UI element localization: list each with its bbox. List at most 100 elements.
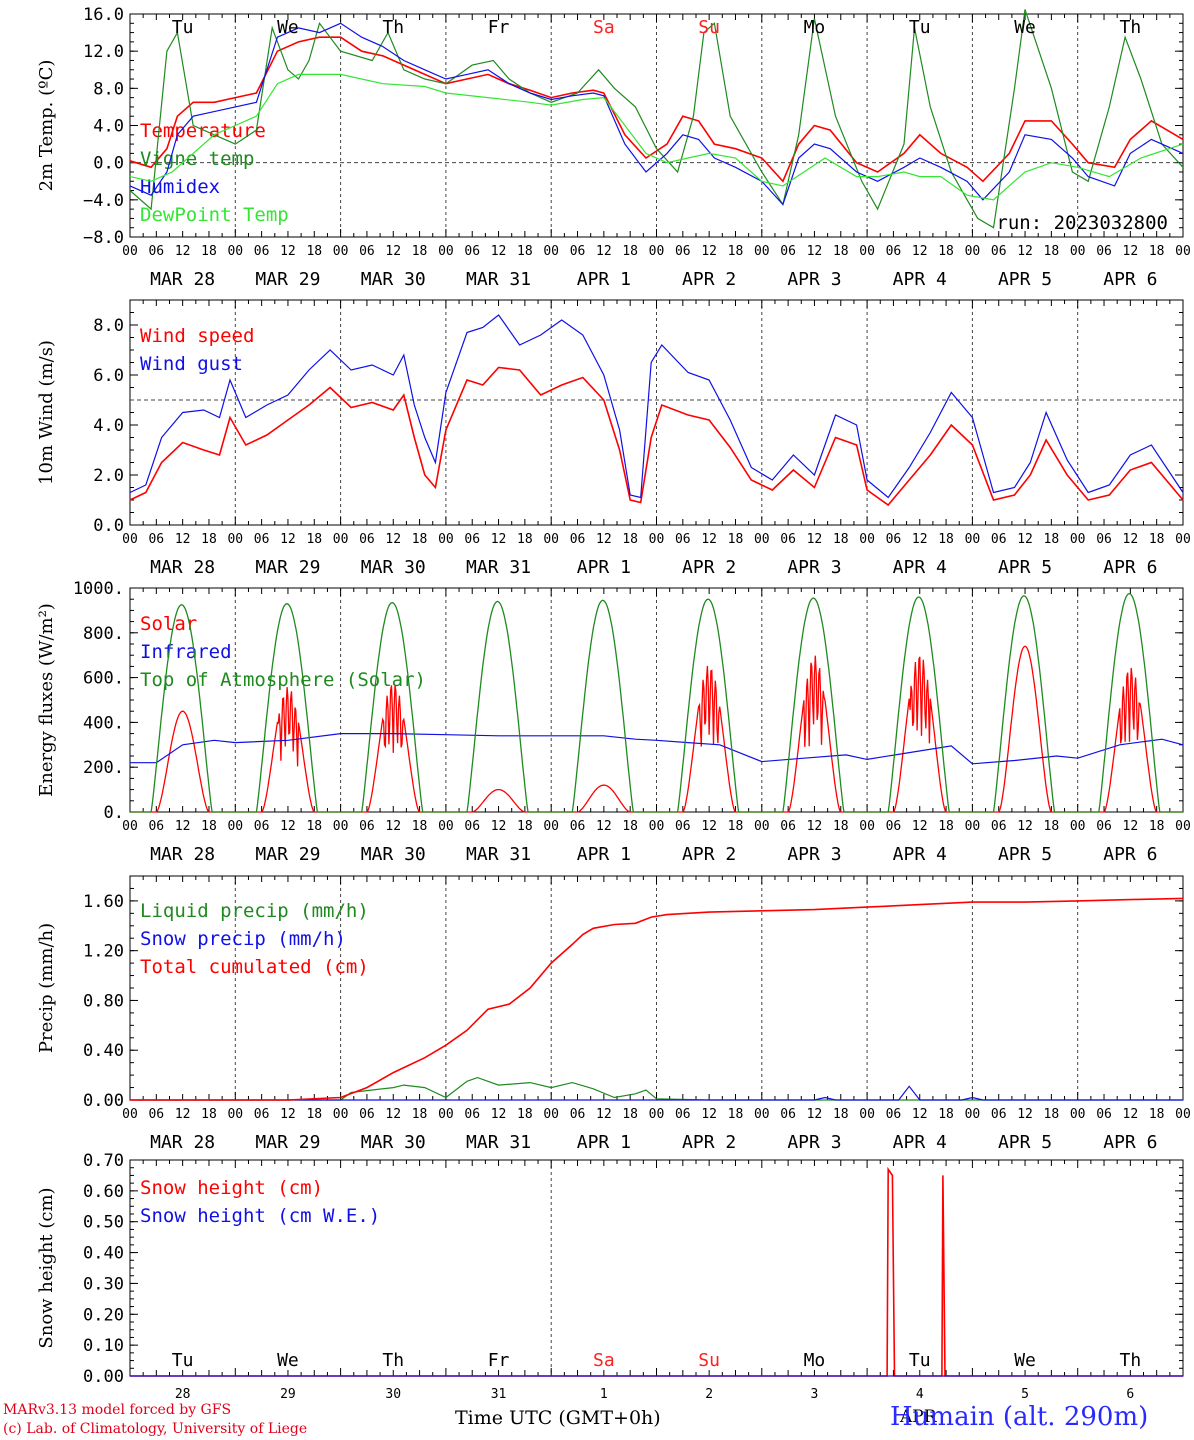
day-number-label: 28: [175, 1387, 191, 1402]
date-label: APR 4: [893, 269, 947, 290]
y-tick-label: 600.: [83, 669, 124, 689]
series-segment: [1077, 592, 1183, 813]
series-segment: [867, 656, 973, 813]
y-tick-label: 0.: [104, 803, 124, 823]
hour-label: 00: [965, 1107, 981, 1122]
day-number-label: 2: [705, 1387, 713, 1402]
hour-label: 00: [649, 1107, 665, 1122]
series-wind-speed: [129, 366, 1184, 507]
hour-label: 12: [807, 1107, 823, 1122]
series-liquid-precip-mm-h-: [130, 1076, 1183, 1101]
weekday-label: We: [277, 17, 299, 38]
hour-label: 00: [333, 1107, 349, 1122]
hour-label: 00: [227, 1107, 243, 1122]
series-temperature: [129, 36, 1184, 183]
hour-label: 18: [517, 244, 533, 259]
weekday-label: Tu: [909, 1350, 931, 1371]
hour-label: 06: [675, 244, 691, 259]
hour-label: 06: [1096, 1107, 1112, 1122]
hour-label: 12: [280, 532, 296, 547]
hour-label: 18: [622, 532, 638, 547]
date-label: APR 6: [1103, 1132, 1157, 1153]
y-axis-title: 10m Wind (m/s): [36, 340, 57, 485]
y-tick-label: 8.0: [93, 316, 124, 336]
hour-label: 06: [675, 532, 691, 547]
weekday-label: Tu: [172, 17, 194, 38]
run-label: run: 2023032800: [996, 212, 1168, 234]
hour-label: 06: [991, 819, 1007, 834]
hour-label: 18: [938, 244, 954, 259]
hour-label: 00: [1070, 532, 1086, 547]
hour-label: 00: [122, 1107, 138, 1122]
hour-label: 12: [385, 819, 401, 834]
y-tick-label: 2.0: [93, 466, 124, 486]
hour-label: 00: [1070, 1107, 1086, 1122]
hour-label: 00: [754, 532, 770, 547]
legend-entry: Top of Atmosphere (Solar): [140, 669, 426, 691]
hour-label: 00: [543, 244, 559, 259]
hour-label: 00: [543, 819, 559, 834]
hour-label: 12: [912, 532, 928, 547]
y-tick-label: 0.70: [83, 1151, 124, 1171]
series-humidex: [129, 22, 1184, 206]
hour-label: 06: [148, 244, 164, 259]
legend-entry: Wind gust: [140, 353, 243, 375]
hour-label: 12: [280, 819, 296, 834]
hour-label: 18: [201, 532, 217, 547]
series-segment: [1077, 667, 1183, 813]
date-label: APR 2: [682, 269, 736, 290]
date-label: APR 6: [1103, 557, 1157, 578]
date-label: APR 3: [787, 269, 841, 290]
series-segment: [235, 687, 341, 813]
hour-label: 06: [1096, 244, 1112, 259]
hour-label: 12: [596, 244, 612, 259]
weekday-label: We: [1014, 1350, 1036, 1371]
y-tick-label: 0.50: [83, 1213, 124, 1233]
hour-label: 12: [596, 1107, 612, 1122]
hour-label: 18: [833, 1107, 849, 1122]
date-label: APR 1: [577, 1132, 631, 1153]
legend-entry: Vigne temp: [140, 148, 254, 170]
hour-label: 06: [886, 244, 902, 259]
hour-label: 06: [359, 1107, 375, 1122]
y-tick-label: 400.: [83, 713, 124, 733]
hour-label: 00: [859, 532, 875, 547]
date-label: MAR 31: [466, 269, 531, 290]
hour-label: 00: [649, 532, 665, 547]
series-segment: [761, 597, 868, 813]
series-segment: [551, 784, 657, 813]
hour-label: 06: [464, 244, 480, 259]
y-tick-label: 1.60: [83, 892, 124, 912]
series-snow-height-cm-: [130, 1166, 1183, 1377]
hour-label: 06: [780, 1107, 796, 1122]
series-segment: [972, 595, 1078, 813]
hour-label: 00: [333, 244, 349, 259]
hour-label: 18: [412, 244, 428, 259]
hour-label: 18: [412, 1107, 428, 1122]
date-label: APR 6: [1103, 269, 1157, 290]
hour-label: 06: [886, 532, 902, 547]
hour-label: 00: [543, 1107, 559, 1122]
series-line: [130, 1085, 1183, 1101]
hour-label: 18: [833, 244, 849, 259]
hour-label: 12: [1017, 1107, 1033, 1122]
hour-label: 12: [175, 819, 191, 834]
panel-2: 8.0 6.0 4.0 2.0 0.0 10m Wind (m/s) 00 06 12 18 MAR…: [36, 299, 1191, 578]
hour-label: 06: [991, 1107, 1007, 1122]
day-number-label: 4: [916, 1387, 924, 1402]
y-tick-label: 1000.: [73, 579, 124, 599]
hour-label: 00: [1070, 244, 1086, 259]
hour-label: 12: [280, 1107, 296, 1122]
series-line: [129, 73, 1184, 201]
hour-label: 18: [1149, 1107, 1165, 1122]
hour-label: 06: [991, 244, 1007, 259]
weekday-label: Th: [1120, 1350, 1142, 1371]
series-line: [129, 22, 1184, 206]
hour-label: 12: [491, 244, 507, 259]
hour-label: 12: [175, 532, 191, 547]
hour-label: 06: [359, 532, 375, 547]
series-infrared: [130, 733, 1184, 765]
hour-label: 18: [1149, 819, 1165, 834]
hour-label: 18: [938, 532, 954, 547]
series-segment: [130, 710, 236, 813]
